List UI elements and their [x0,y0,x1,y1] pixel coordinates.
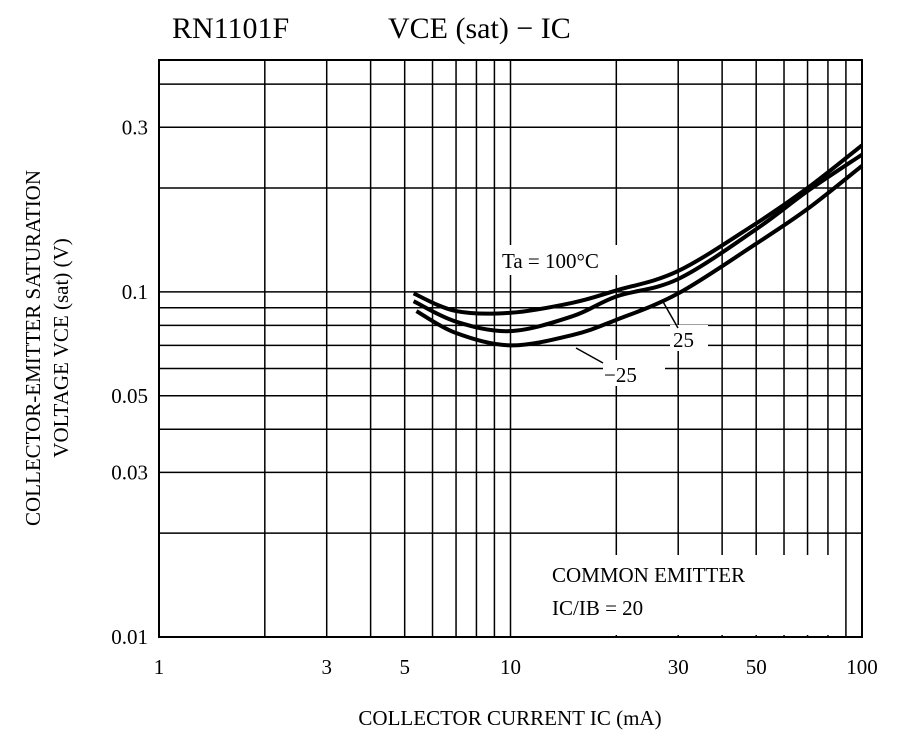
x-tick-label: 10 [500,655,521,679]
annotation-25-arrow [661,299,679,329]
y-tick-label: 0.05 [111,384,148,408]
y-axis-label-2: VOLTAGE VCE (sat) (V) [49,238,73,457]
x-tick-label: 50 [746,655,767,679]
y-axis-label-1: COLLECTOR-EMITTER SATURATION [21,170,45,526]
y-tick-label: 0.03 [111,460,148,484]
series-line-0 [412,143,864,316]
x-axis-label: COLLECTOR CURRENT IC (mA) [358,706,661,730]
chart-title-part: RN1101F [172,12,289,45]
series-line-1 [412,152,864,334]
plot-frame [158,59,863,638]
annotation-minus25-arrow [575,347,604,364]
y-tick-label: 0.3 [122,115,148,139]
x-tick-label: 1 [154,655,165,679]
y-tick-label: 0.1 [122,280,148,304]
x-tick-label: 30 [668,655,689,679]
annotation-100c: Ta = 100°C [502,249,599,273]
series-line-2 [415,164,864,348]
x-tick-label: 100 [846,655,878,679]
x-tick-label: 5 [399,655,410,679]
legend-line-1: COMMON EMITTER [552,563,745,587]
y-tick-label: 0.01 [111,625,148,649]
chart-title-formula: VCE (sat) − IC [388,12,571,45]
x-tick-label: 3 [321,655,332,679]
annotation-25: 25 [673,328,694,352]
annotation-minus25: −25 [604,363,637,387]
legend-line-2: IC/IB = 20 [552,596,643,620]
